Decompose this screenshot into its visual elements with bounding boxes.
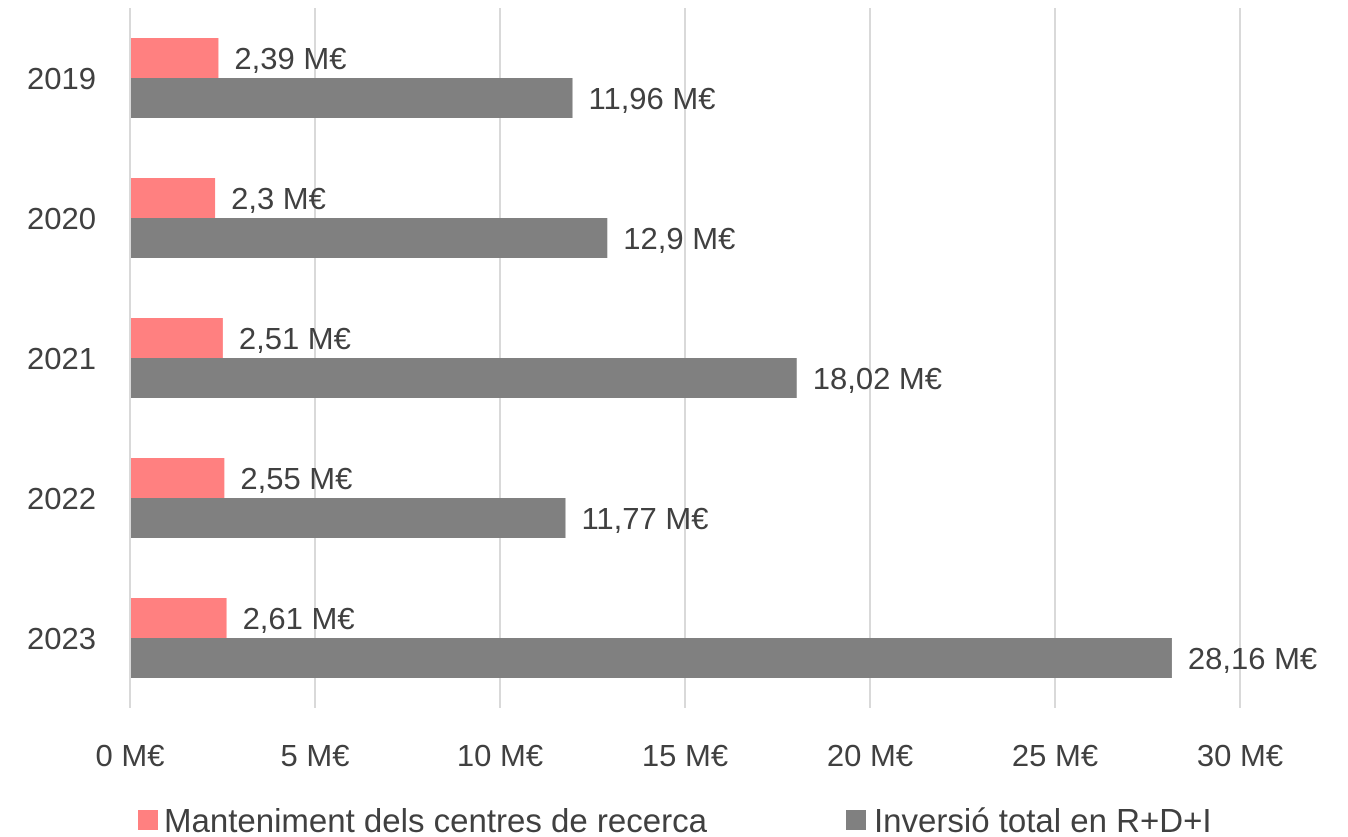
data-label-2019-series-1: 2,39 M€ bbox=[234, 41, 346, 76]
bar-2020-series-2 bbox=[130, 218, 608, 258]
x-tick-label-10: 10 M€ bbox=[457, 738, 543, 773]
data-label-2021-series-2: 18,02 M€ bbox=[813, 361, 942, 396]
bars bbox=[130, 38, 1172, 678]
data-label-2023-series-1: 2,61 M€ bbox=[243, 601, 355, 636]
x-tick-label-30: 30 M€ bbox=[1197, 738, 1283, 773]
data-labels: 2,39 M€ 11,96 M€ 2,3 M€ 12,9 M€ 2,51 M€ 18,02… bbox=[231, 41, 1317, 676]
legend-label-series-2: Inversió total en R+D+I bbox=[874, 802, 1212, 837]
data-label-2022-series-1: 2,55 M€ bbox=[240, 461, 352, 496]
legend-label-series-1: Manteniment dels centres de recerca bbox=[164, 802, 708, 837]
data-label-2020-series-2: 12,9 M€ bbox=[623, 221, 735, 256]
category-label-2023: 2023 bbox=[27, 621, 96, 656]
x-tick-label-0: 0 M€ bbox=[96, 738, 165, 773]
data-label-2022-series-2: 11,77 M€ bbox=[581, 501, 708, 536]
category-label-2022: 2022 bbox=[27, 481, 96, 516]
category-label-2019: 2019 bbox=[27, 61, 96, 96]
bar-2023-series-2 bbox=[130, 638, 1172, 678]
bar-2020-series-1 bbox=[130, 178, 216, 218]
bar-2022-series-2 bbox=[130, 498, 566, 538]
x-tick-label-20: 20 M€ bbox=[827, 738, 913, 773]
category-label-2020: 2020 bbox=[27, 201, 96, 236]
bar-2019-series-2 bbox=[130, 78, 573, 118]
bar-2022-series-1 bbox=[130, 458, 225, 498]
category-label-2021: 2021 bbox=[27, 341, 96, 376]
data-label-2019-series-2: 11,96 M€ bbox=[589, 81, 716, 116]
x-tick-label-5: 5 M€ bbox=[281, 738, 350, 773]
data-label-2021-series-1: 2,51 M€ bbox=[239, 321, 351, 356]
data-label-2023-series-2: 28,16 M€ bbox=[1188, 641, 1317, 676]
legend-swatch-series-2 bbox=[846, 810, 866, 830]
x-axis-tick-labels: 0 M€ 5 M€ 10 M€ 15 M€ 20 M€ 25 M€ 30 M€ bbox=[96, 738, 1284, 773]
x-tick-label-15: 15 M€ bbox=[642, 738, 728, 773]
bar-2021-series-1 bbox=[130, 318, 223, 358]
x-tick-label-25: 25 M€ bbox=[1012, 738, 1098, 773]
category-labels: 2019 2020 2021 2022 2023 bbox=[27, 61, 96, 656]
legend-swatch-series-1 bbox=[138, 810, 158, 830]
legend: Manteniment dels centres de recerca Inver… bbox=[138, 802, 1212, 837]
bar-2021-series-2 bbox=[130, 358, 797, 398]
bar-2023-series-1 bbox=[130, 598, 227, 638]
data-label-2020-series-1: 2,3 M€ bbox=[231, 181, 326, 216]
bar-2019-series-1 bbox=[130, 38, 219, 78]
